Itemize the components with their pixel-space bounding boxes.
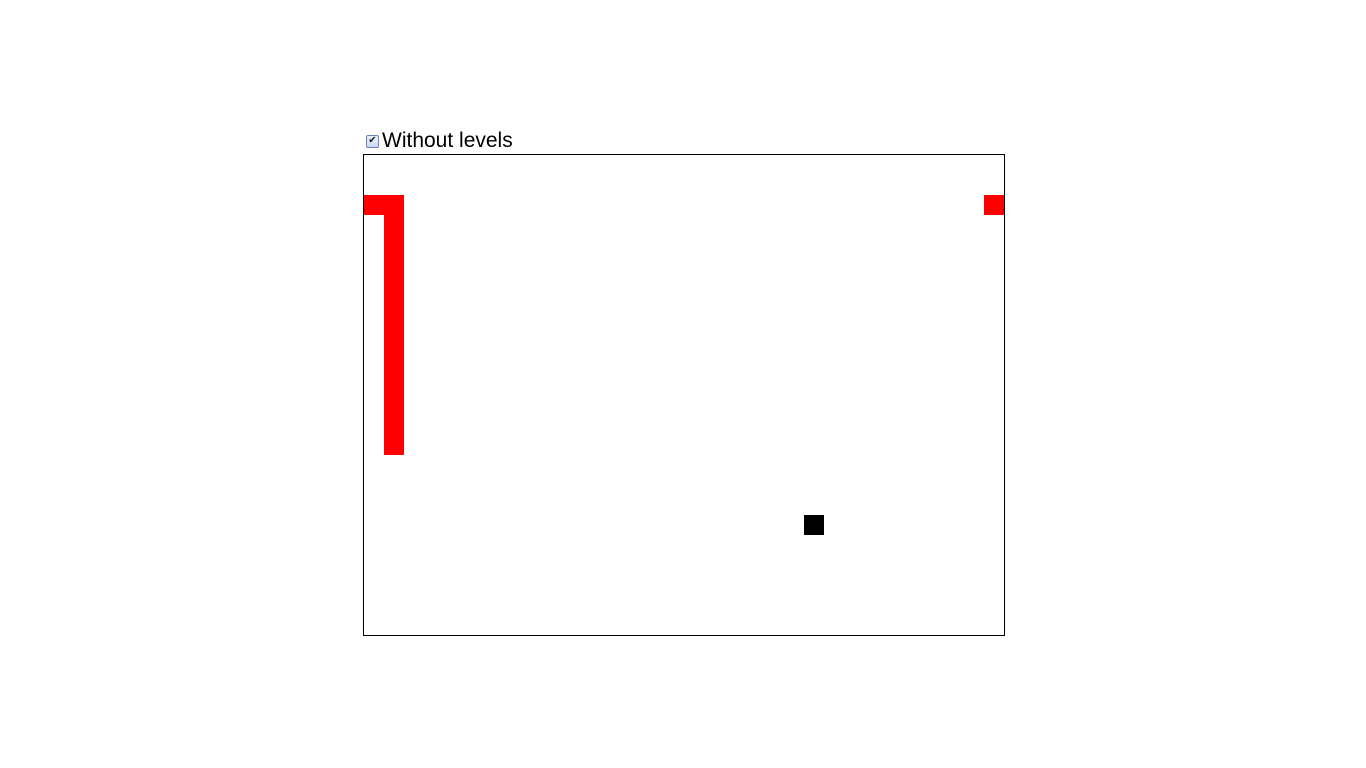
snake-segment [384,435,404,455]
snake-segment [384,375,404,395]
food-pellet [804,515,824,535]
snake-segment [384,195,404,215]
without-levels-label: Without levels [382,129,513,152]
snake-segment [384,335,404,355]
snake-segment [384,235,404,255]
snake-game-app: ✔ Without levels [363,129,1005,636]
snake-segment [984,195,1004,215]
checkmark-icon: ✔ [368,135,377,146]
snake-segment [384,215,404,235]
snake-segment [364,195,384,215]
snake-segment [384,395,404,415]
snake-segment [384,295,404,315]
without-levels-checkbox[interactable]: ✔ [366,134,379,148]
snake-segment [384,275,404,295]
snake-segment [384,255,404,275]
without-levels-toggle[interactable]: ✔ Without levels [363,129,1005,153]
snake-segment [384,355,404,375]
snake-segment [384,315,404,335]
game-board[interactable] [363,154,1005,636]
snake-segment [384,415,404,435]
